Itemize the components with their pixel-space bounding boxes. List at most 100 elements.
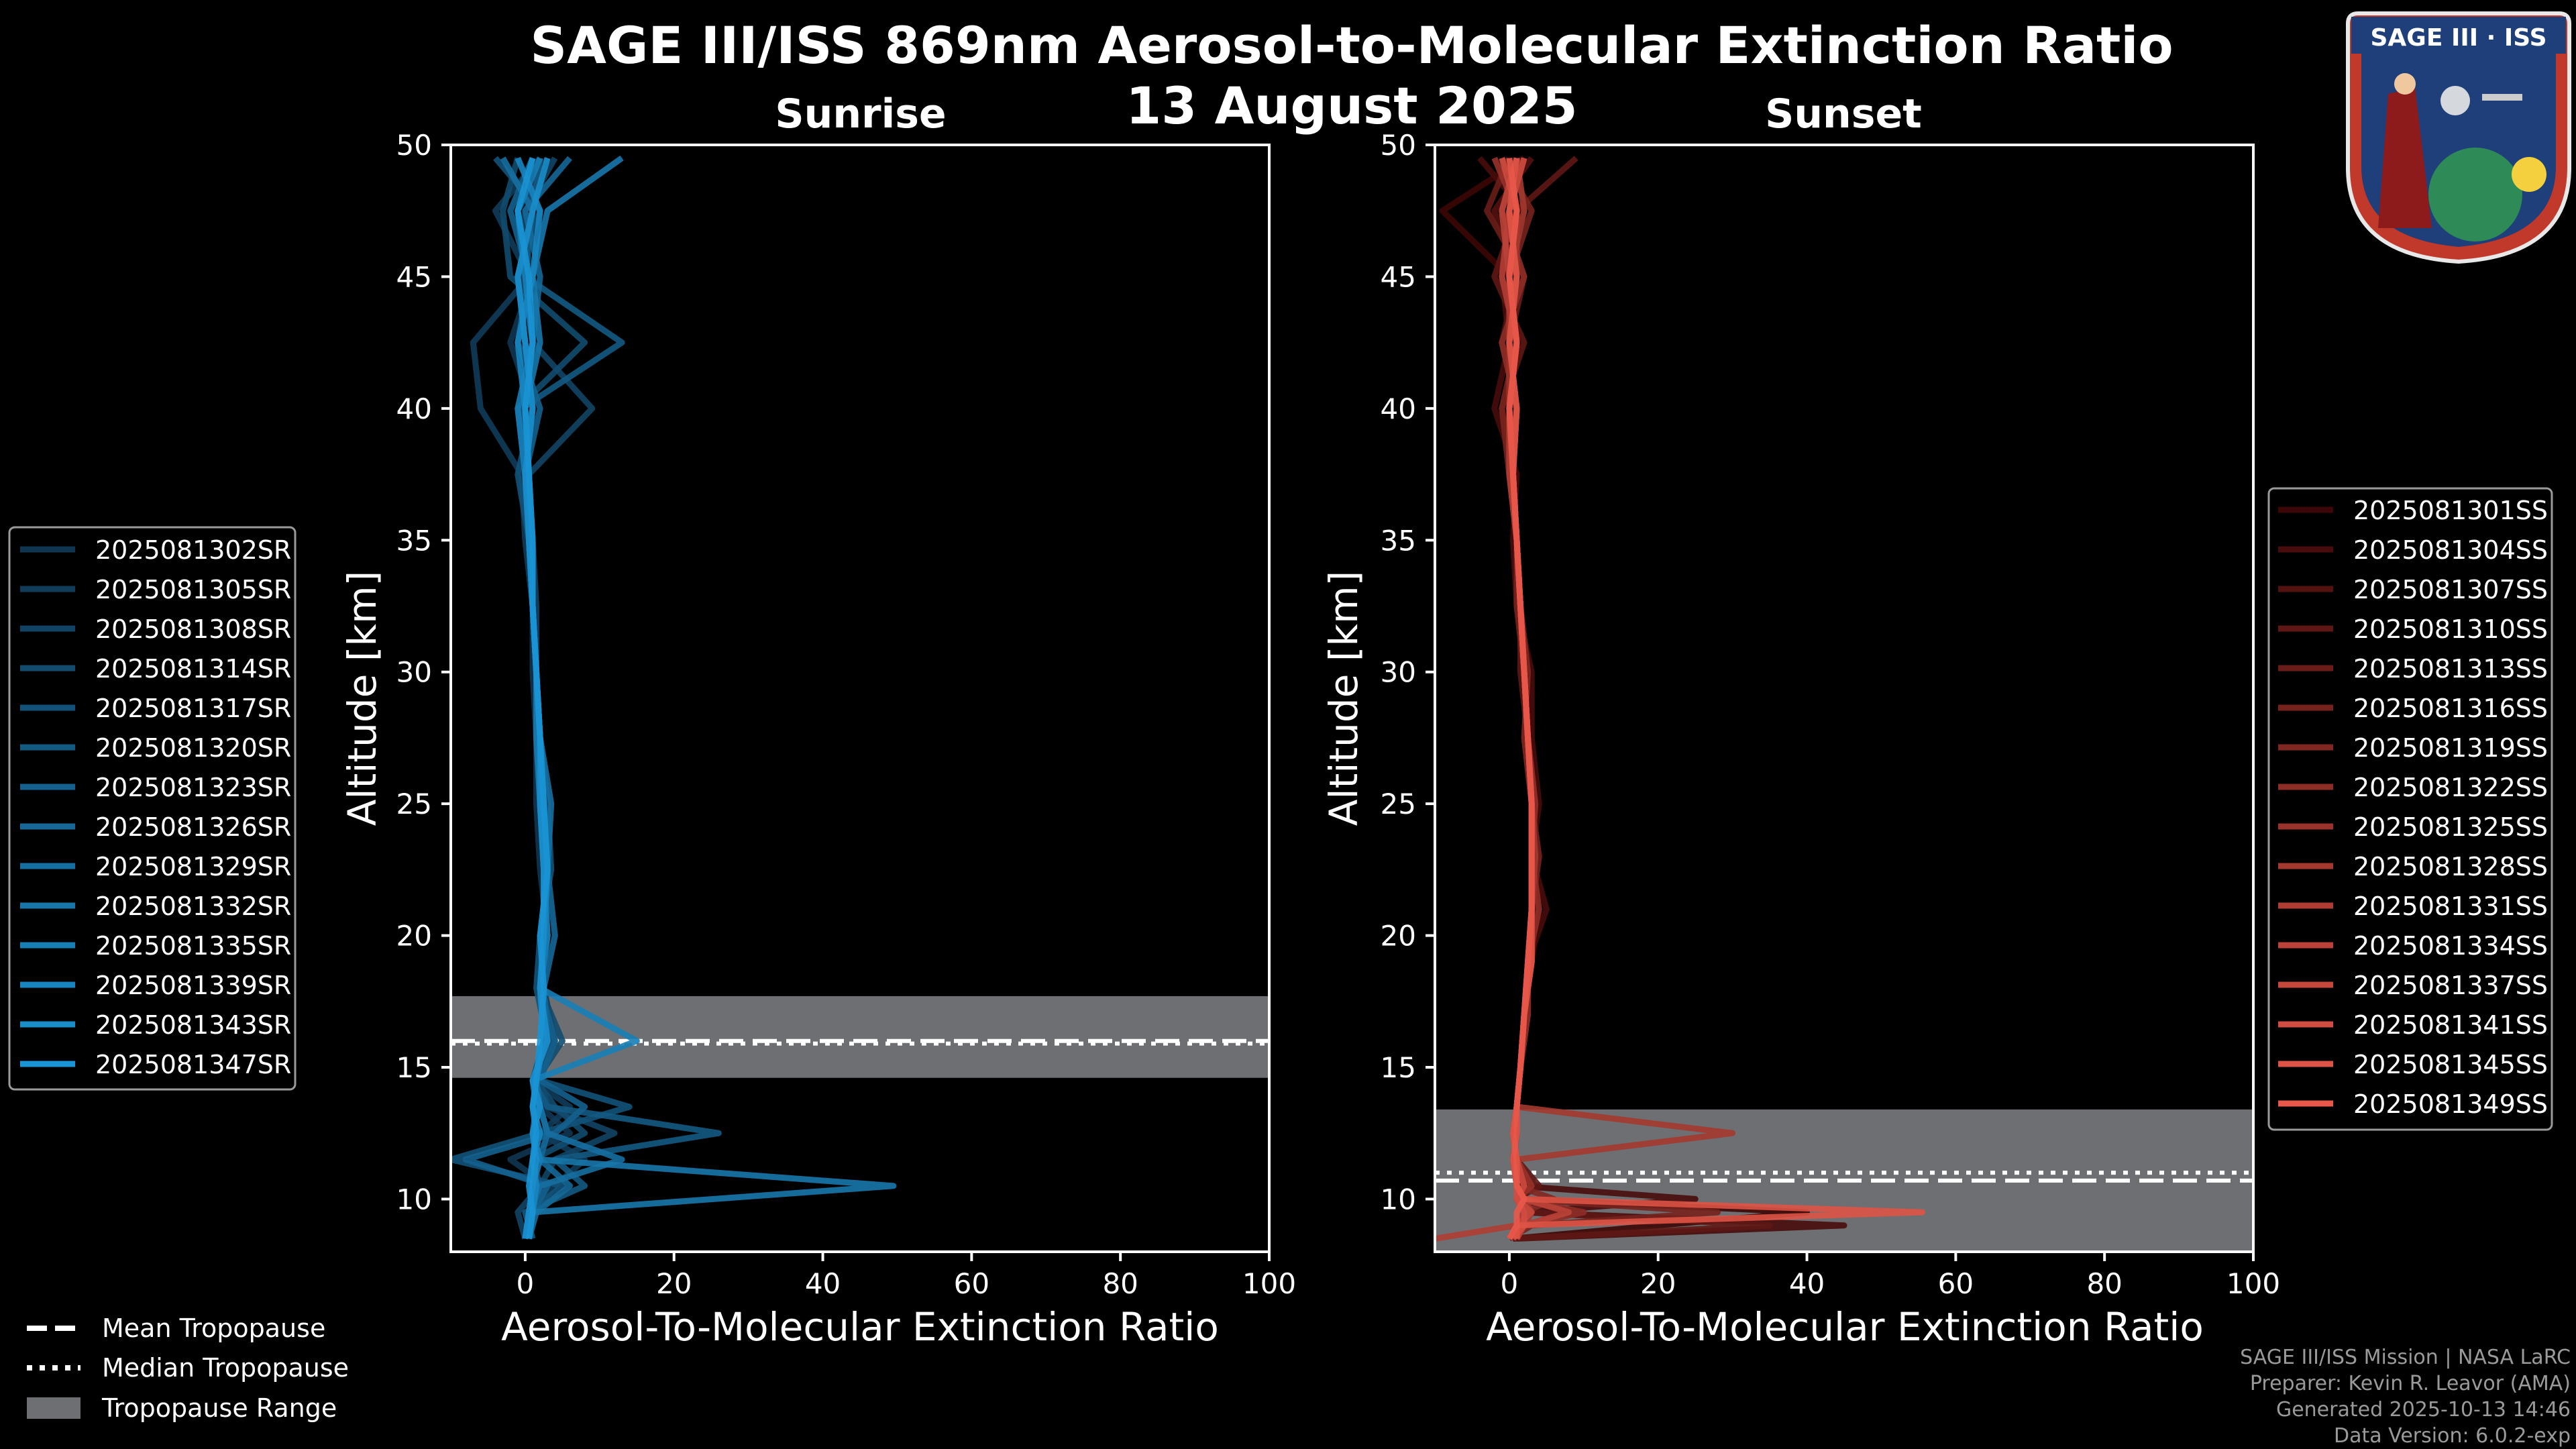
footer-credits: SAGE III/ISS Mission | NASA LaRC Prepare… [2240,1344,2571,1449]
y-tick-label: 15 [1381,1051,1416,1084]
footer-mission: SAGE III/ISS Mission | NASA LaRC [2240,1346,2571,1369]
y-tick-label: 45 [1381,260,1416,293]
sunrise-tropopause-range-band [451,996,1269,1078]
logo-iss-station [2482,94,2522,101]
logo-figure-robe [2378,87,2432,228]
sunset-plot-frame [1434,144,2255,1253]
sunset-series-line [1506,157,1535,1240]
legend-entry-label: 2025081345SS [2353,1050,2548,1079]
footer-generated: Generated 2025-10-13 14:46 [2275,1398,2571,1421]
legend-entry-label: 2025081313SS [2353,654,2548,684]
x-tick-label: 40 [1789,1267,1825,1300]
sunrise-legend-frame [8,526,297,1091]
y-tick-label: 25 [396,788,432,820]
x-tick-label: 100 [2226,1267,2280,1300]
y-tick-label: 35 [1381,524,1416,557]
legend-entry-label: 2025081323SR [95,773,291,802]
logo-title-band [2351,17,2566,54]
x-tick-label: 60 [1938,1267,1974,1300]
y-tick-label: 40 [1381,392,1416,425]
legend-entry-label: 2025081328SS [2353,852,2548,881]
legend-entry-label: 2025081307SS [2353,575,2548,604]
legend-entry-label: 2025081343SR [95,1010,291,1040]
sunrise-panel-title: Sunrise [775,91,946,138]
legend-entry-label: 2025081347SR [95,1050,291,1079]
y-tick-label: 25 [1381,788,1416,820]
legend-entry-label: 2025081317SR [95,694,291,723]
sunset-legend: 2025081301SS 2025081304SS 2025081307SS 2025… [2267,487,2553,1131]
y-tick-label: 45 [396,260,432,293]
tropopause-range-legend-swatch [27,1397,80,1419]
mean-tropopause-legend-label: Mean Tropopause [102,1313,325,1343]
x-tick-label: 20 [656,1267,692,1300]
sunrise-legend: 2025081302SR 2025081305SR 2025081308SR 2025… [8,526,297,1091]
legend-entry-label: 2025081320SR [95,733,291,763]
figure-subtitle-date: 13 August 2025 [1126,76,1577,136]
sunset-panel: 0 20 40 60 80 100 10 15 20 25 30 35 40 45 50 Altitude … [1321,129,2280,1350]
logo-moon [2440,86,2470,115]
legend-entry-label: 2025081314SR [95,654,291,684]
logo-figure-head [2394,73,2416,95]
tropopause-range-legend-label: Tropopause Range [101,1393,337,1423]
sunrise-xlabel: Aerosol-To-Molecular Extinction Ratio [501,1304,1219,1350]
sunrise-ticks: 0 20 40 60 80 100 10 15 20 25 30 35 40 45 50 [396,129,1297,1300]
sunrise-plot-frame [449,144,1271,1253]
sunrise-ylabel: Altitude [km] [339,571,385,826]
logo-title: SAGE III · ISS [2370,24,2546,52]
legend-entry-label: 2025081304SS [2353,535,2548,565]
figure-title: SAGE III/ISS 869nm Aerosol-to-Molecular … [530,15,2173,75]
legend-entry-label: 2025081341SS [2353,1010,2548,1040]
x-tick-label: 0 [517,1267,535,1300]
legend-entry-label: 2025081331SS [2353,892,2548,921]
legend-entry-label: 2025081337SS [2353,971,2548,1000]
y-tick-label: 40 [396,392,432,425]
legend-entry-label: 2025081305SR [95,575,291,604]
y-tick-label: 50 [1381,129,1416,162]
sunset-legend-frame [2267,487,2553,1131]
legend-entry-label: 2025081339SR [95,971,291,1000]
sunset-series-group [1435,155,1925,1242]
sunset-xlabel: Aerosol-To-Molecular Extinction Ratio [1486,1304,2204,1350]
y-tick-label: 30 [396,656,432,689]
sunrise-panel: 0 20 40 60 80 100 10 15 20 25 30 35 40 45 50 Altitude … [339,129,1296,1350]
x-tick-label: 0 [1501,1267,1519,1300]
y-tick-label: 15 [396,1051,432,1084]
legend-entry-label: 2025081316SS [2353,694,2548,723]
legend-entry-label: 2025081326SR [95,812,291,842]
y-tick-label: 10 [1381,1183,1416,1216]
median-tropopause-legend-label: Median Tropopause [102,1353,349,1383]
legend-entry-label: 2025081302SR [95,535,291,565]
footer-preparer: Preparer: Kevin R. Leavor (AMA) [2249,1372,2571,1395]
legend-entry-label: 2025081335SR [95,931,291,961]
sunset-panel-title: Sunset [1765,91,1922,138]
legend-entry-label: 2025081308SR [95,614,291,644]
legend-entry-label: 2025081319SS [2353,733,2548,763]
x-tick-label: 20 [1640,1267,1676,1300]
legend-entry-label: 2025081329SR [95,852,291,881]
sunset-ylabel: Altitude [km] [1321,571,1366,826]
y-tick-label: 30 [1381,656,1416,689]
x-tick-label: 100 [1242,1267,1296,1300]
x-tick-label: 60 [954,1267,989,1300]
sunset-ticks: 0 20 40 60 80 100 10 15 20 25 30 35 40 45 50 [1381,129,2281,1300]
tropopause-legend: Mean Tropopause Median Tropopause Tropop… [27,1313,349,1423]
y-tick-label: 10 [396,1183,432,1216]
x-tick-label: 80 [1102,1267,1138,1300]
y-tick-label: 20 [1381,920,1416,953]
x-tick-label: 80 [2086,1267,2122,1300]
sunset-series-line [1477,156,1847,1242]
logo-earth [2428,148,2522,241]
x-tick-label: 40 [805,1267,841,1300]
legend-entry-label: 2025081334SS [2353,931,2548,961]
sunrise-series-group [451,155,897,1240]
sunrise-series-line [515,157,551,1240]
footer-data-version: Data Version: 6.0.2-exp [2333,1424,2571,1448]
y-tick-label: 50 [396,129,432,162]
y-tick-label: 35 [396,524,432,557]
logo-sun [2512,157,2546,192]
legend-entry-label: 2025081310SS [2353,614,2548,644]
legend-entry-label: 2025081349SS [2353,1089,2548,1119]
y-tick-label: 20 [396,920,432,953]
legend-entry-label: 2025081325SS [2353,812,2548,842]
